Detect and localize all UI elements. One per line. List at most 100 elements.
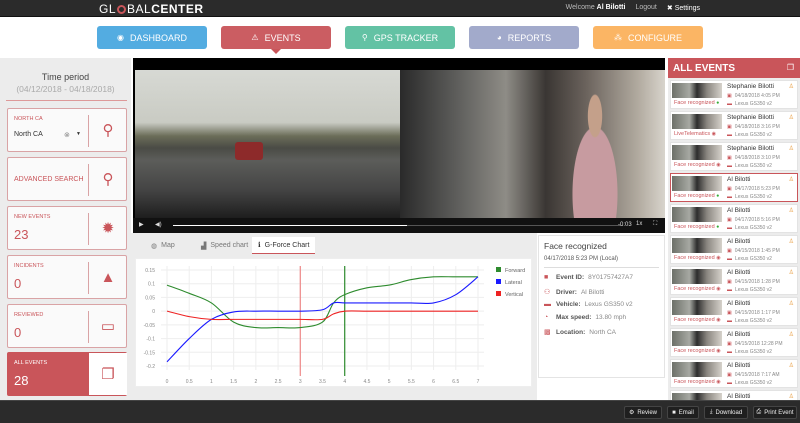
chart-tabs: ◍ Map ▟ Speed chart ℹ G-Force Chart [135, 235, 532, 255]
x-tick-label: 3 [299, 379, 302, 385]
incidents-card[interactable]: INCIDENTS 0 ▲ [7, 255, 127, 299]
event-driver-name: Al Bilotti [727, 331, 751, 338]
video-player[interactable]: ▶ ◀) -0:03 1x ⛶ [133, 58, 665, 233]
event-list-item[interactable]: Face recognized ◉ Al Bilotti ▣ 04/15/2018 1… [670, 235, 798, 264]
driver-profile-icon[interactable]: ♙ [788, 84, 794, 90]
car-icon: ▬ [727, 225, 732, 231]
driver-profile-icon[interactable]: ♙ [788, 177, 794, 183]
search-icon[interactable]: ⚲ [102, 171, 114, 188]
region-select[interactable]: North CA ⊗ ▼ [14, 131, 84, 139]
chevron-down-icon[interactable]: ▼ [76, 131, 81, 137]
row-key: Max speed: [556, 314, 592, 321]
logout-link[interactable]: Logout [635, 4, 657, 11]
reviewed-count: 0 [14, 325, 22, 340]
event-date: ▣ 04/15/2018 1:17 PM [727, 310, 780, 316]
nav-dashboard[interactable]: ◉ DASHBOARD [97, 26, 207, 49]
driver-profile-icon[interactable]: ♙ [788, 208, 794, 214]
event-list-item[interactable]: Face recognized ◉ Stephanie Bilotti ▣ 04/18… [670, 142, 798, 171]
event-list-item[interactable]: Face recognized ◉ Al Bilotti ▣ 04/15/2018 1… [670, 328, 798, 357]
event-list-item[interactable]: LiveTelematics ◉ Stephanie Bilotti ▣ 04/18/… [670, 111, 798, 140]
x-tick-label: 5 [388, 379, 391, 385]
row-key: Vehicle: [556, 301, 581, 308]
driver-profile-icon[interactable]: ♙ [788, 239, 794, 245]
event-vehicle: ▬ Lexus GS350 v2 [727, 380, 772, 386]
tab-speed-chart[interactable]: ▟ Speed chart [195, 237, 254, 254]
video-time: -0:03 [618, 222, 632, 228]
driver-profile-icon[interactable]: ♙ [788, 363, 794, 369]
event-list-item[interactable]: Face recognized ● Stephanie Bilotti ▣ 04/18… [670, 80, 798, 109]
row-key: Event ID: [556, 274, 585, 281]
nav-events[interactable]: ⚠ EVENTS [221, 26, 331, 49]
driver-profile-icon[interactable]: ♙ [788, 270, 794, 276]
event-tag: Face recognized ● [674, 224, 719, 230]
button-label: Email [678, 409, 694, 416]
new-events-card[interactable]: NEW EVENTS 23 ✹ [7, 206, 127, 250]
event-list-item[interactable]: Face recognized ◉ Al Bilotti ▣ 04/15/2018 1… [670, 266, 798, 295]
event-tag-label: Face recognized [674, 224, 715, 230]
event-date-text: 04/15/2018 1:17 PM [734, 310, 780, 316]
event-date: ▣ 04/15/2018 7:17 AM [727, 372, 780, 378]
event-vehicle-text: Lexus GS350 v2 [735, 194, 772, 200]
volume-icon[interactable]: ◀) [155, 222, 162, 228]
event-vehicle-text: Lexus GS350 v2 [735, 318, 772, 324]
event-tag-label: Face recognized [674, 317, 715, 323]
driver-profile-icon[interactable]: ♙ [788, 332, 794, 338]
driver-profile-icon[interactable]: ♙ [788, 301, 794, 307]
event-list-item[interactable]: Face recognized ● Al Bilotti ▣ 04/17/2018 5… [670, 173, 798, 202]
fullscreen-icon[interactable]: ⛶ [653, 221, 658, 227]
playback-speed[interactable]: 1x [636, 221, 643, 227]
event-vehicle-text: Lexus GS350 v2 [735, 380, 772, 386]
time-period-range[interactable]: (04/12/2018 - 04/18/2018) [16, 84, 115, 94]
print-event-button[interactable]: ⎙ Print Event [753, 406, 797, 419]
car-icon: ▬ [727, 349, 732, 355]
divider [88, 213, 89, 245]
play-icon[interactable]: ▶ [139, 222, 144, 228]
windows-icon[interactable]: ❐ [786, 63, 794, 72]
reviewed-card[interactable]: REVIEWED 0 ▭ [7, 304, 127, 348]
x-tick-label: 5.5 [408, 379, 415, 385]
event-vehicle: ▬ Lexus GS350 v2 [727, 132, 772, 138]
driver-profile-icon[interactable]: ♙ [788, 115, 794, 121]
calendar-icon: ▣ [727, 248, 732, 254]
nav-label: REPORTS [507, 32, 552, 43]
tab-g-force-chart[interactable]: ℹ G-Force Chart [252, 237, 316, 254]
event-driver-name: Stephanie Bilotti [727, 145, 774, 152]
legend-swatch [496, 267, 501, 272]
all-events-card[interactable]: ALL EVENTS 28 ❐ [7, 352, 127, 396]
advanced-search-card[interactable]: ADVANCED SEARCH ⚲ [7, 157, 127, 201]
driver-profile-icon[interactable]: ♙ [788, 394, 794, 400]
event-list-item[interactable]: Face recognized ● Al Bilotti ▣ 04/17/2018 5… [670, 204, 798, 233]
nav-gps-tracker[interactable]: ⚲ GPS TRACKER [345, 26, 455, 49]
nav-configure[interactable]: ⁂ CONFIGURE [593, 26, 703, 49]
all-events-count: 28 [14, 373, 29, 388]
clear-icon[interactable]: ⊗ [64, 132, 70, 139]
event-date-text: 04/15/2018 12:28 PM [734, 341, 783, 347]
tab-label: Speed chart [210, 242, 249, 249]
x-tick-label: 0 [166, 379, 169, 385]
event-driver-name: Stephanie Bilotti [727, 114, 774, 121]
email-button[interactable]: ■ Email [667, 406, 699, 419]
logo[interactable]: GL BALCENTER [99, 2, 204, 16]
event-date-text: 04/18/2018 3:16 PM [734, 124, 780, 130]
event-date-text: 04/17/2018 5:23 PM [734, 186, 780, 192]
nav-reports[interactable]: ◕ REPORTS [469, 26, 579, 49]
event-list-item[interactable]: Face recognized ◉ Al Bilotti ▣ 04/15/2018 1… [670, 297, 798, 326]
series-line-forward [166, 276, 478, 329]
event-tag-label: Face recognized [674, 100, 715, 106]
bar-chart-icon: ▟ [201, 242, 207, 250]
event-vehicle: ▬ Lexus GS350 v2 [727, 318, 772, 324]
x-tick-label: 7 [477, 379, 480, 385]
settings-link[interactable]: ✖ Settings [667, 4, 700, 12]
pie-chart-icon: ◕ [496, 33, 502, 42]
event-date-text: 04/18/2018 4:05 PM [734, 93, 780, 99]
video-progress-bar[interactable] [173, 225, 623, 226]
event-list-item[interactable]: Face recognized ◉ Al Bilotti ▣ 04/15/2018 7… [670, 359, 798, 388]
download-button[interactable]: ⤓ Download [704, 406, 748, 419]
event-tag-label: LiveTelematics [674, 131, 711, 137]
driver-profile-icon[interactable]: ♙ [788, 146, 794, 152]
tab-map[interactable]: ◍ Map [145, 237, 181, 254]
sitemap-icon: ⁂ [614, 33, 622, 42]
event-date: ▣ 04/17/2018 5:16 PM [727, 217, 780, 223]
map-pin-icon[interactable]: ⚲ [102, 122, 114, 139]
review-button[interactable]: ⚙ Review [624, 406, 662, 419]
